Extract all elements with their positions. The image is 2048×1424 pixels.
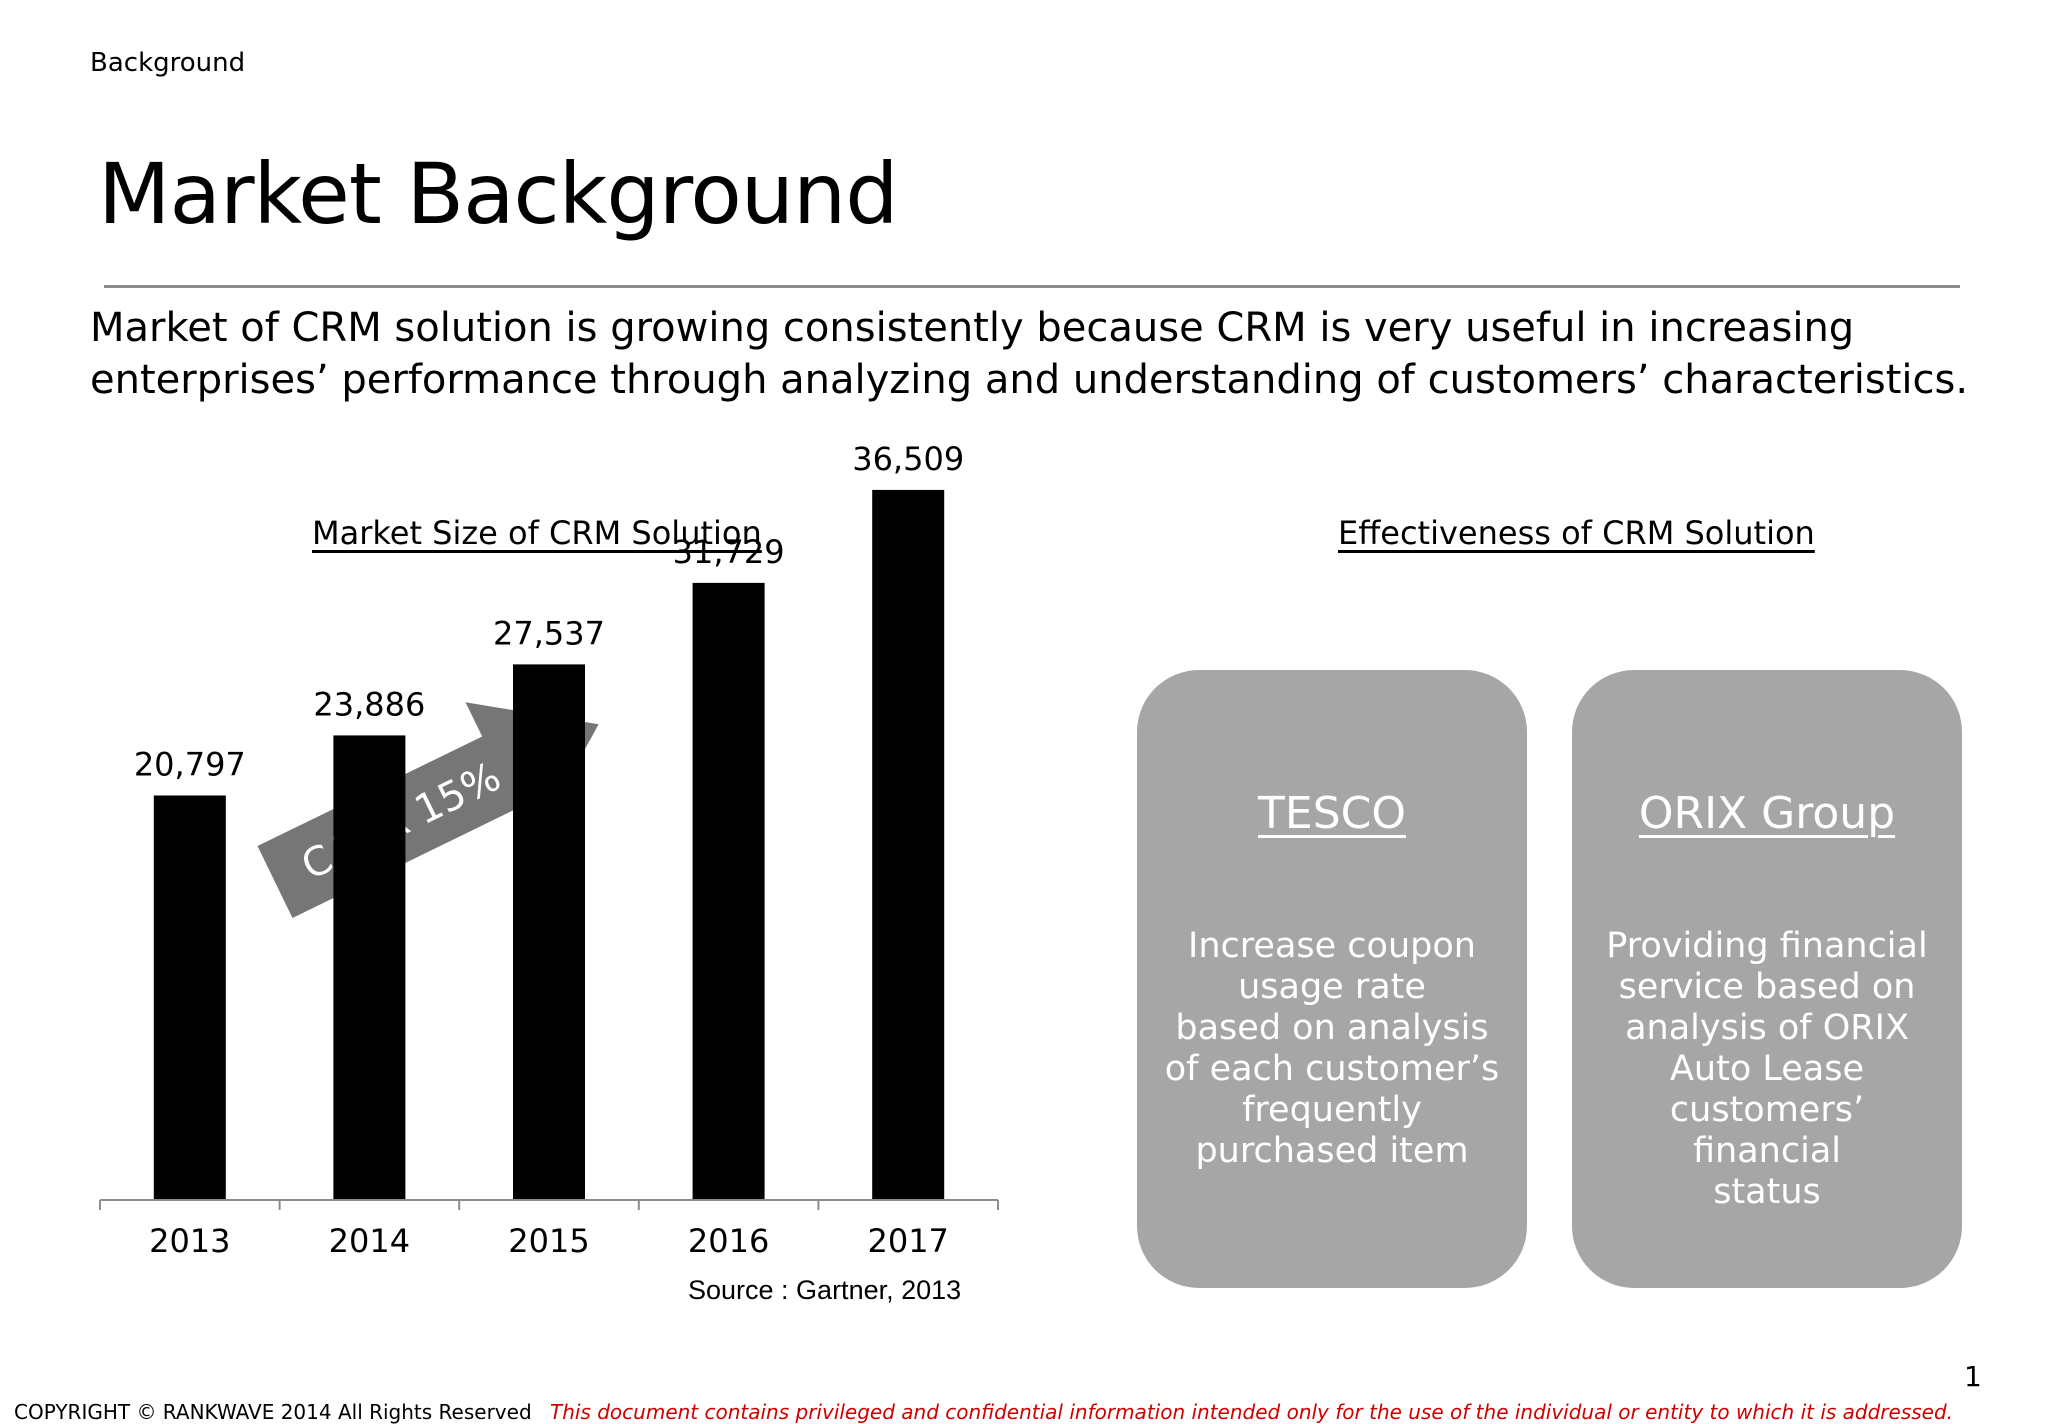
bar-value-label: 36,509 — [852, 440, 964, 478]
bar-value-label: 31,729 — [673, 533, 785, 571]
bar-2014 — [333, 735, 406, 1200]
page-title: Market Background — [98, 145, 899, 243]
chart-heading: Market Size of CRM Solution — [312, 514, 762, 552]
market-size-chart: CAGR 15% 20,79723,88627,53731,72936,509 … — [0, 0, 1100, 1304]
tesco-card-body: Increase coupon usage rate based on anal… — [1164, 926, 1500, 1171]
tesco-card-title: TESCO — [1258, 788, 1406, 839]
tesco-card: TESCO Increase coupon usage rate based o… — [1137, 670, 1527, 1288]
x-tick-label: 2014 — [329, 1222, 410, 1260]
footer-copyright: COPYRIGHT © RANKWAVE 2014 All Rights Res… — [14, 1400, 532, 1424]
bar-value-label: 27,537 — [493, 614, 605, 652]
page-number: 1 — [1964, 1360, 1982, 1393]
x-tick-label: 2013 — [149, 1222, 230, 1260]
footer: COPYRIGHT © RANKWAVE 2014 All Rights Res… — [14, 1400, 1953, 1424]
bar-chart-svg: CAGR 15% 20,79723,88627,53731,72936,509 … — [99, 440, 999, 1260]
section-label: Background — [90, 48, 246, 78]
bar-value-label: 23,886 — [313, 685, 425, 723]
source-note: Source : Gartner, 2013 — [688, 1275, 962, 1305]
orix-card: ORIX Group Providing financial service b… — [1572, 670, 1962, 1288]
orix-card-title: ORIX Group — [1638, 788, 1896, 839]
x-tick-label: 2016 — [688, 1222, 769, 1260]
bar-2015 — [513, 664, 585, 1200]
bar-2016 — [692, 582, 765, 1200]
bar-2013 — [153, 795, 226, 1200]
bars-layer: 20,797 23,886 27,537 31,729 36,509 — [134, 440, 964, 1200]
title-divider — [104, 285, 1960, 288]
x-tick-label: 2015 — [508, 1222, 589, 1260]
footer-confidential-notice: This document contains privileged and co… — [550, 1400, 1954, 1424]
intro-text: Market of CRM solution is growing consis… — [90, 305, 1969, 403]
effectiveness-heading: Effectiveness of CRM Solution — [1338, 514, 1815, 552]
x-tick-label: 2017 — [867, 1222, 948, 1260]
bar-value-label: 20,797 — [134, 745, 246, 783]
orix-card-body: Providing financial service based on ana… — [1606, 926, 1928, 1212]
x-axis: 2013 2014 2015 2016 2017 — [99, 1199, 999, 1260]
bar-2017 — [872, 489, 945, 1200]
